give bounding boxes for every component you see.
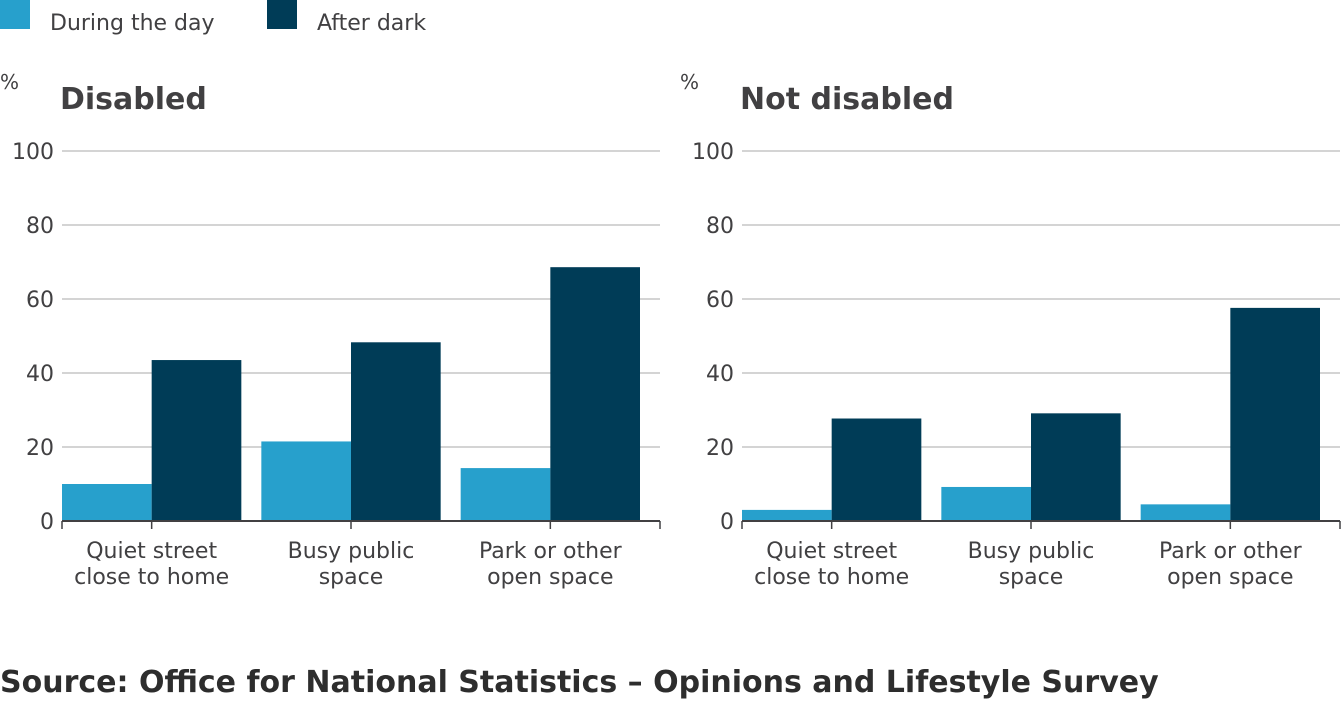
y-tick-label: 100 [12, 140, 54, 165]
panel-1: % Not disabled 0 20 40 60 80 100 Quiet street clo… [680, 70, 1341, 590]
x-category-label-line: Busy public [288, 539, 415, 564]
panel-title: Not disabled [740, 82, 954, 117]
x-category-label-line: Quiet street [766, 539, 897, 564]
x-category-label: Busy public space [968, 539, 1095, 590]
y-unit-label: % [0, 70, 19, 94]
x-category-label-line: space [319, 565, 384, 590]
bar-day [62, 484, 152, 521]
bar-dark [831, 418, 922, 521]
legend-swatch-day [0, 0, 30, 29]
legend-label-dark: After dark [317, 11, 426, 36]
bar-day [941, 486, 1031, 521]
y-tick-label: 40 [706, 362, 734, 387]
bar-day [460, 468, 551, 521]
source-note: Source: Office for National Statistics –… [0, 665, 1159, 700]
x-category-label-line: Busy public [968, 539, 1095, 564]
legend-label-day: During the day [50, 11, 215, 36]
x-category-label-line: Park or other [1159, 539, 1303, 564]
y-tick-label: 0 [40, 510, 54, 535]
x-category-label-line: close to home [74, 565, 229, 590]
y-tick-label: 100 [692, 140, 734, 165]
x-category-label-line: space [999, 565, 1064, 590]
x-category-label-line: close to home [754, 565, 909, 590]
bar-dark [1230, 307, 1320, 521]
legend-swatch-dark [267, 0, 297, 29]
bar-day [742, 509, 832, 521]
x-category-label-line: open space [487, 565, 613, 590]
y-tick-label: 40 [26, 362, 54, 387]
x-category-label-line: Quiet street [86, 539, 217, 564]
x-category-label: Park or other open space [1159, 539, 1303, 590]
y-tick-label: 0 [720, 510, 734, 535]
bar-dark [1031, 413, 1121, 521]
y-tick-label: 60 [26, 288, 54, 313]
y-tick-label: 20 [706, 436, 734, 461]
x-category-label-line: open space [1167, 565, 1293, 590]
y-tick-label: 60 [706, 288, 734, 313]
bar-day [1140, 504, 1231, 521]
bar-day [261, 441, 351, 521]
x-category-label: Quiet street close to home [754, 539, 909, 590]
y-tick-label: 80 [26, 214, 54, 239]
y-tick-label: 20 [26, 436, 54, 461]
y-tick-label: 80 [706, 214, 734, 239]
bar-dark [550, 267, 640, 521]
bar-dark [151, 360, 242, 521]
panel-title: Disabled [60, 82, 207, 117]
x-category-label-line: Park or other [479, 539, 623, 564]
x-category-label: Park or other open space [479, 539, 623, 590]
x-category-label: Busy public space [288, 539, 415, 590]
legend: During the day After dark [0, 0, 426, 36]
y-unit-label: % [680, 70, 699, 94]
bar-dark [351, 342, 441, 521]
panel-0: % Disabled 0 20 40 60 80 100 Quiet street close t… [0, 70, 661, 590]
x-category-label: Quiet street close to home [74, 539, 229, 590]
